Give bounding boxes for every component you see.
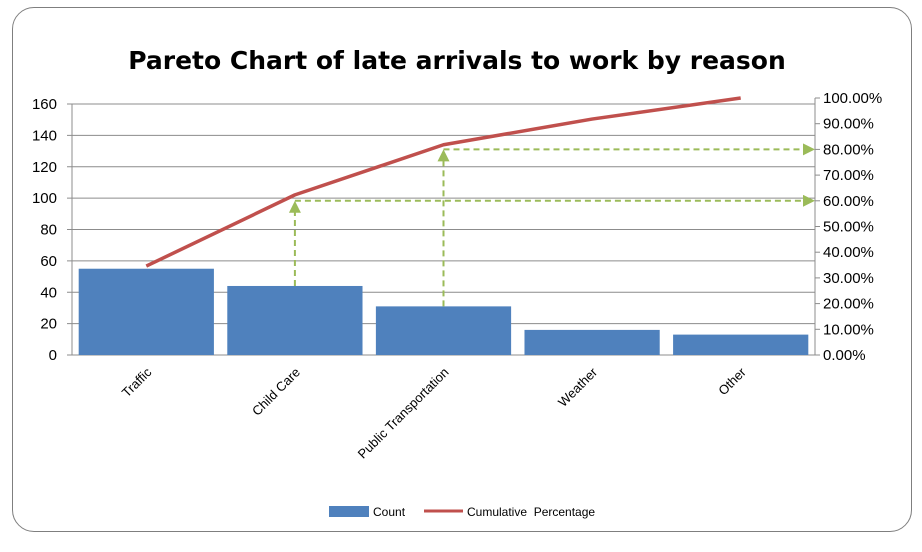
y2-tick-label: 100.00% <box>823 90 882 107</box>
line-series <box>145 96 741 268</box>
y-tick-label: 80 <box>40 222 57 239</box>
annotations <box>288 143 815 307</box>
legend-label-cumulative: Cumulative Percentage <box>467 505 595 519</box>
bar <box>673 334 809 355</box>
y-tick-label: 100 <box>32 190 57 207</box>
y2-tick-label: 0.00% <box>823 347 866 364</box>
x-axis-categories: Traffic Child Care Public Transportation We… <box>119 364 750 461</box>
y2-tick-label: 50.00% <box>823 219 874 236</box>
y2-tick-label: 10.00% <box>823 321 874 338</box>
category-label: Other <box>715 364 749 398</box>
legend-swatch-count <box>329 506 369 517</box>
y2-tick-label: 70.00% <box>823 167 874 184</box>
bar-series <box>78 268 809 355</box>
y2-tick-label: 40.00% <box>823 244 874 261</box>
y-axis-right: 0.00% 10.00% 20.00% 30.00% 40.00% 50.00% 60.00… <box>814 90 882 364</box>
y-tick-label: 40 <box>40 284 57 301</box>
legend: Count Cumulative Percentage <box>329 505 595 519</box>
y2-tick-label: 60.00% <box>823 193 874 210</box>
category-label: Weather <box>555 364 601 410</box>
chart-title: Pareto Chart of late arrivals to work by… <box>128 46 786 75</box>
y2-tick-label: 30.00% <box>823 270 874 287</box>
y-axis-left: 0 20 40 60 80 100 120 140 160 <box>32 96 73 364</box>
category-label: Traffic <box>119 364 155 400</box>
bar <box>375 306 512 355</box>
y2-tick-label: 90.00% <box>823 116 874 133</box>
bar <box>227 285 363 355</box>
y-tick-label: 140 <box>32 127 57 144</box>
y-tick-label: 0 <box>49 347 57 364</box>
category-label: Child Care <box>249 365 303 419</box>
y-tick-label: 160 <box>32 96 57 113</box>
bar <box>78 268 214 355</box>
bar <box>524 329 660 355</box>
category-label: Public Transportation <box>355 365 452 462</box>
legend-label-count: Count <box>373 505 406 519</box>
y-tick-label: 60 <box>40 253 57 270</box>
y2-tick-label: 20.00% <box>823 296 874 313</box>
y-tick-label: 20 <box>40 316 57 333</box>
y2-tick-label: 80.00% <box>823 141 874 158</box>
y-tick-label: 120 <box>32 159 57 176</box>
